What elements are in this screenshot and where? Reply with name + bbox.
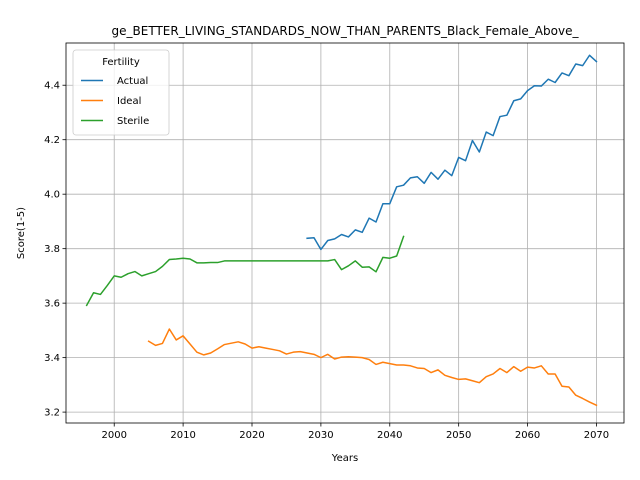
- x-tick-label: 2040: [377, 430, 402, 441]
- legend: Fertility Actual Ideal Sterile: [72, 49, 170, 136]
- legend-label-actual: Actual: [117, 76, 148, 87]
- x-tick-label: 2060: [515, 430, 540, 441]
- series-line-ideal: [147, 328, 598, 407]
- x-tick-label: 2030: [308, 430, 333, 441]
- y-tick-label: 4.0: [44, 190, 60, 201]
- y-tick-label: 4.4: [44, 81, 60, 92]
- y-tick-label: 3.2: [44, 408, 60, 419]
- legend-box: [72, 49, 170, 136]
- y-tick-label: 3.6: [44, 299, 60, 310]
- legend-label-ideal: Ideal: [117, 96, 141, 107]
- chart-title: ge_BETTER_LIVING_STANDARDS_NOW_THAN_PARE…: [112, 24, 580, 38]
- y-tick-label: 3.4: [44, 353, 60, 364]
- x-tick-label: 2020: [239, 430, 264, 441]
- x-tick-label: 2050: [446, 430, 471, 441]
- x-tick-label: 2070: [584, 430, 609, 441]
- series-line-actual: [306, 54, 598, 251]
- y-axis-title: Score(1-5): [16, 207, 27, 259]
- x-tick-label: 2010: [170, 430, 195, 441]
- plot-area-frame: [65, 42, 625, 424]
- legend-title: Fertility: [102, 57, 140, 68]
- series-line-sterile: [85, 235, 405, 307]
- series-lines: [85, 54, 598, 407]
- x-axis-title: Years: [331, 453, 358, 464]
- axis-ticks: 2000 2010 2020 2030 2040 2050 2060 2070 3.2 3.4 3.…: [44, 81, 609, 441]
- legend-label-sterile: Sterile: [117, 116, 149, 127]
- y-tick-label: 4.2: [44, 135, 60, 146]
- y-tick-label: 3.8: [44, 244, 60, 255]
- x-tick-label: 2000: [101, 430, 126, 441]
